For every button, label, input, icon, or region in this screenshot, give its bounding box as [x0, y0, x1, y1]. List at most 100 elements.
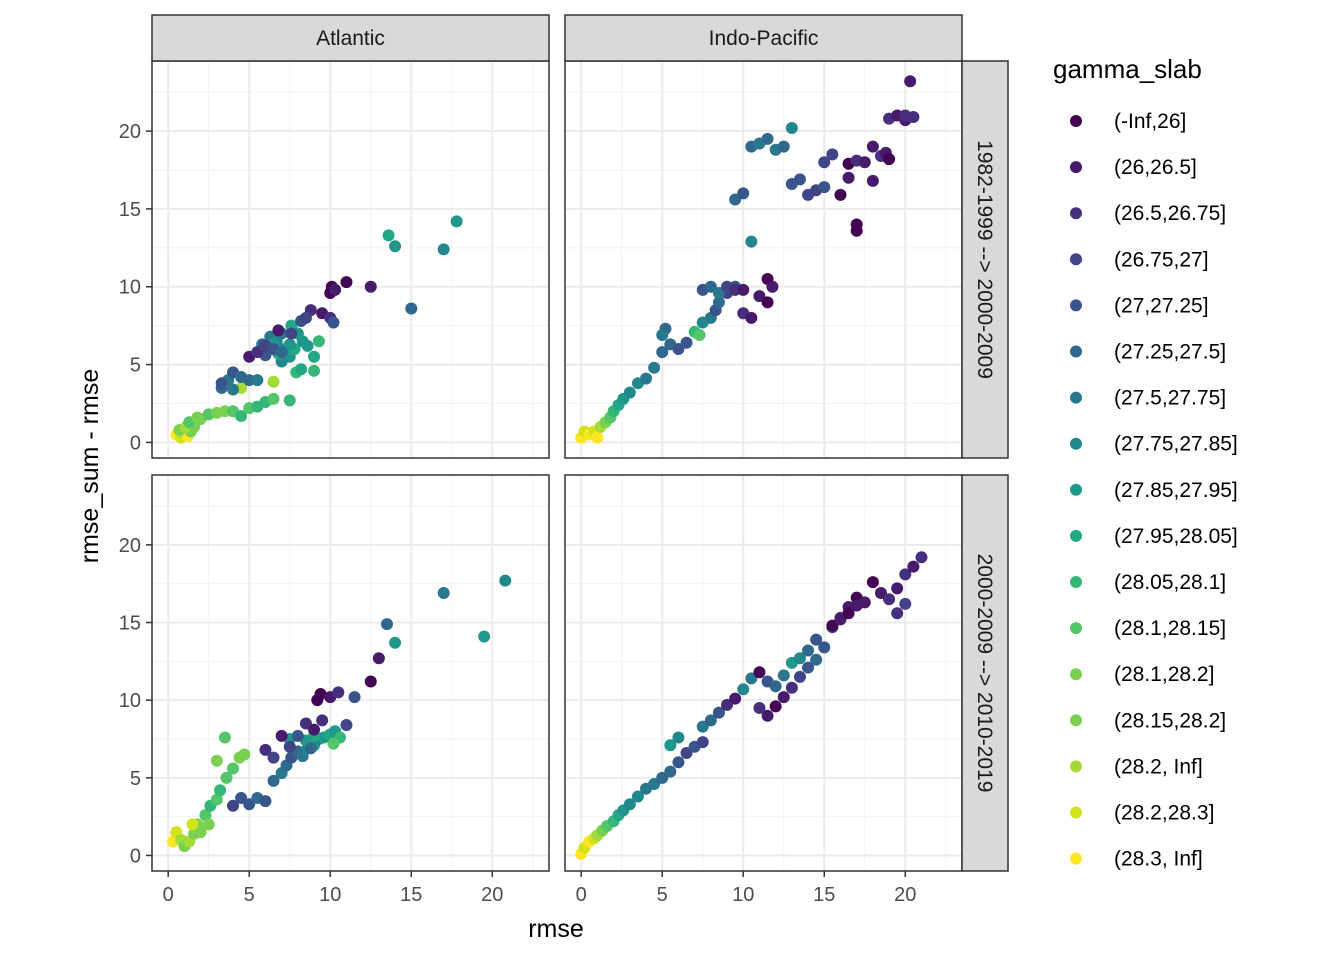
y-tick-label: 0: [130, 845, 141, 867]
legend-label: (27.95,28.05]: [1114, 525, 1238, 548]
scatter-point: [275, 729, 288, 742]
scatter-point: [753, 666, 766, 679]
scatter-point: [842, 171, 855, 184]
scatter-point: [745, 235, 758, 248]
scatter-point: [295, 363, 308, 376]
scatter-point: [648, 778, 661, 791]
scatter-point: [696, 720, 709, 733]
scatter-point: [802, 644, 815, 657]
x-tick-label: 5: [244, 884, 255, 906]
scatter-point: [904, 75, 917, 88]
scatter-point: [227, 383, 240, 396]
y-tick-label: 10: [119, 690, 141, 712]
strip-column-0: Atlantic: [151, 14, 550, 62]
legend-key: [1070, 483, 1082, 496]
scatter-point: [793, 652, 806, 665]
legend-key: [1070, 714, 1082, 727]
scatter-point: [850, 224, 863, 237]
scatter-point: [235, 409, 248, 422]
scatter-point: [623, 386, 636, 399]
scatter-point: [623, 798, 636, 811]
scatter-point: [312, 335, 325, 348]
scatter-point: [761, 709, 774, 722]
y-tick-label: 5: [130, 355, 141, 377]
scatter-point: [631, 790, 644, 803]
scatter-point: [745, 311, 758, 324]
legend-key: [1070, 437, 1082, 450]
scatter-point: [907, 111, 920, 124]
scatter-point: [737, 283, 750, 296]
scatter-point: [332, 686, 345, 699]
scatter-point: [777, 691, 790, 704]
scatter-point: [299, 717, 312, 730]
scatter-point: [891, 607, 904, 620]
scatter-point: [340, 719, 353, 732]
y-tick-label: 20: [119, 535, 141, 557]
scatter-point: [372, 652, 385, 665]
scatter-point: [729, 193, 742, 206]
legend-entry: (27,27.25]: [1070, 294, 1209, 317]
scatter-point: [314, 687, 327, 700]
scatter-point: [591, 431, 604, 444]
scatter-point: [769, 680, 782, 693]
scatter-point: [721, 698, 734, 711]
scatter-point: [640, 372, 653, 385]
strips-layer: Atlantic Indo-Pacific 1982-1999 --> 2000-2…: [151, 14, 1009, 872]
scatter-point: [680, 746, 693, 759]
scatter-point: [283, 338, 296, 351]
legend-key: [1070, 668, 1082, 681]
scatter-point: [283, 740, 296, 753]
y-axis-title: rmse_sum - rmse: [76, 369, 104, 563]
legend-entry: (26.75,27]: [1070, 248, 1209, 271]
legend-label: (-Inf,26]: [1114, 110, 1186, 133]
axes-layer: 0 5 10 15 20 0 5 10 15 20 0 5 10 15 20 0 5 10 15 20: [119, 121, 917, 906]
scatter-point: [235, 792, 248, 805]
strip-background: [151, 14, 550, 62]
scatter-point: [437, 587, 450, 600]
legend-label: (26.75,27]: [1114, 248, 1209, 271]
scatter-point: [858, 156, 871, 169]
scatter-point: [785, 121, 798, 134]
scatter-point: [251, 374, 264, 387]
legend-entry: (27.25,27.5]: [1070, 341, 1226, 364]
scatter-point: [267, 751, 280, 764]
panel-0: [151, 60, 550, 459]
scatter-point: [866, 140, 879, 153]
legend-entry: (28.1,28.15]: [1070, 617, 1226, 640]
legend-entry: (27.75,27.85]: [1070, 433, 1238, 456]
legend-key: [1070, 253, 1082, 266]
scatter-point: [405, 302, 418, 315]
y-tick-label: 10: [119, 277, 141, 299]
scatter-point: [275, 346, 288, 359]
scatter-point: [696, 736, 709, 749]
scatter-point: [382, 229, 395, 242]
scatter-point: [866, 576, 879, 589]
strip-label-row: 1982-1999 --> 2000-2009: [973, 140, 996, 379]
scatter-point: [267, 392, 280, 405]
panel-background: [152, 61, 549, 458]
legend-entry: (28.3, Inf]: [1070, 848, 1203, 871]
scatter-point: [874, 587, 887, 600]
legend-entry: (28.05,28.1]: [1070, 571, 1226, 594]
panel-3: [564, 474, 963, 872]
scatter-point: [291, 729, 304, 742]
scatter-point: [672, 756, 685, 769]
scatter-point: [818, 641, 831, 654]
scatter-point: [199, 809, 212, 822]
scatter-point: [478, 630, 491, 643]
scatter-point: [267, 774, 280, 787]
legend-key: [1070, 207, 1082, 220]
legend-key: [1070, 161, 1082, 174]
x-tick-label: 10: [732, 884, 754, 906]
scatter-point: [737, 187, 750, 200]
scatter-point: [348, 691, 361, 704]
scatter-point: [220, 771, 233, 784]
scatter-point: [364, 280, 377, 293]
scatter-point: [308, 723, 321, 736]
scatter-point: [214, 784, 227, 797]
legend-key: [1070, 622, 1082, 635]
scatter-point: [243, 798, 256, 811]
scatter-point: [299, 311, 312, 324]
scatter-point: [316, 714, 329, 727]
scatter-point: [364, 675, 377, 688]
